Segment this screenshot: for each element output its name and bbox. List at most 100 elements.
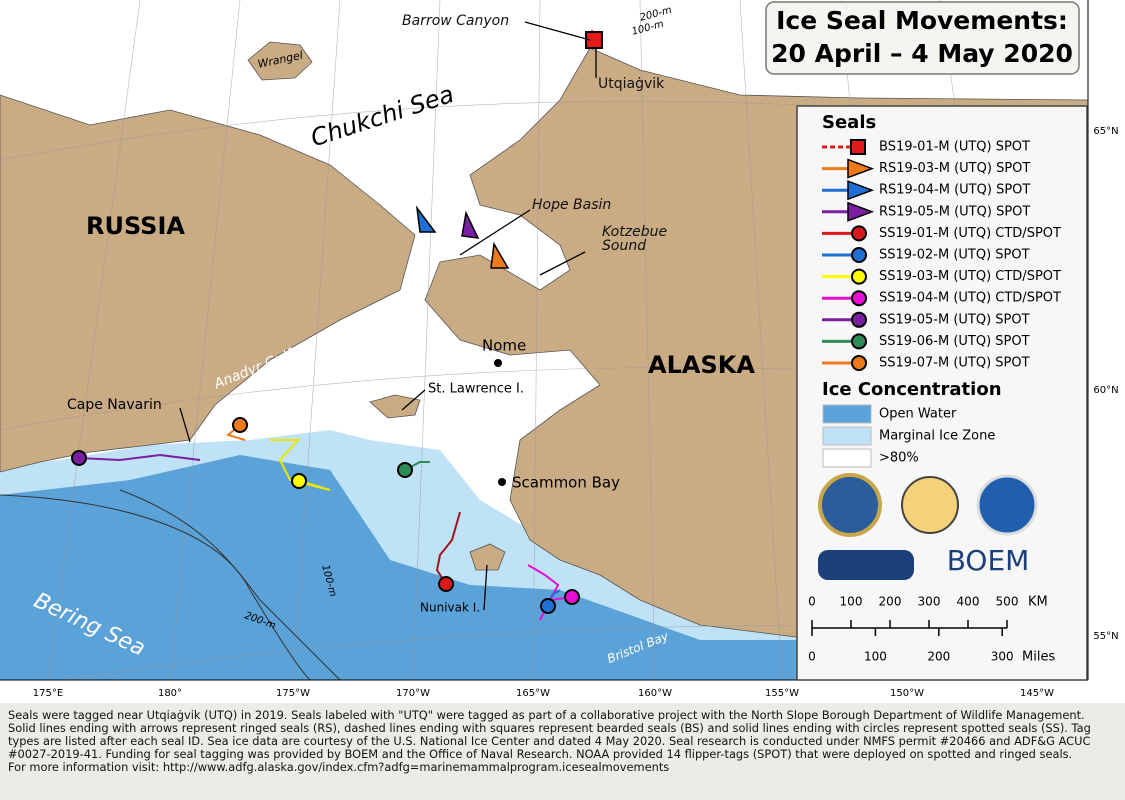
latitude-labels: 65°N 60°N 55°N — [1093, 126, 1118, 642]
title: Ice Seal Movements: — [776, 6, 1068, 35]
logo — [976, 474, 1038, 536]
track — [270, 439, 331, 491]
legend-symbol — [850, 139, 866, 155]
place-label: Hope Basin — [532, 197, 611, 213]
scale-label: 100 — [864, 650, 887, 664]
legend-symbol — [851, 290, 867, 307]
logo — [818, 550, 914, 580]
track — [78, 453, 201, 462]
legend-label: >80% — [879, 451, 919, 466]
spotted-seal — [397, 462, 413, 478]
scale-label: 100 — [840, 595, 863, 609]
country-label: ALASKA — [648, 351, 755, 379]
ringed-seal — [461, 210, 480, 239]
ice-legend: Open Water Marginal Ice Zone >80% — [822, 404, 995, 468]
legend-box — [796, 105, 1088, 681]
latitude-label: 65°N — [1093, 126, 1118, 137]
longitude-label: 150°W — [890, 688, 924, 699]
bearded-seal — [585, 31, 603, 49]
spotted-seal — [232, 417, 248, 433]
legend-label: SS19-07-M (UTQ) SPOT — [879, 356, 1030, 371]
place-label: Utqiaġvik — [598, 76, 665, 92]
place-label: Barrow Canyon — [402, 13, 509, 29]
latitude-label: 60°N — [1093, 385, 1118, 396]
contour-line — [119, 489, 341, 681]
legend-label: SS19-06-M (UTQ) SPOT — [879, 334, 1030, 349]
latitude-label: 55°N — [1093, 631, 1118, 642]
longitude-label: 170°W — [396, 688, 430, 699]
st-lawrence-island — [369, 394, 421, 419]
legend-symbol — [847, 201, 875, 222]
legend-symbol — [851, 311, 867, 328]
title-box — [765, 1, 1080, 75]
scale-unit: KM — [1028, 595, 1048, 610]
longitude-label: 165°W — [516, 688, 550, 699]
logo — [901, 476, 959, 534]
spotted-seal — [540, 598, 556, 614]
legend-label: SS19-03-M (UTQ) CTD/SPOT — [879, 269, 1061, 284]
town-dot — [494, 359, 502, 367]
legend-symbol — [851, 333, 867, 350]
spotted-seal — [564, 589, 580, 605]
place-label: Scammon Bay — [512, 474, 620, 492]
scale-label: 0 — [808, 650, 816, 664]
spotted-seal — [71, 450, 87, 466]
legend-label: SS19-04-M (UTQ) CTD/SPOT — [879, 291, 1061, 306]
logo — [818, 473, 882, 537]
longitude-label: 160°W — [638, 688, 672, 699]
lat-strip — [1088, 0, 1125, 703]
country-label: RUSSIA — [86, 212, 185, 240]
legend-symbol — [851, 247, 867, 263]
place-label: Nunivak I. — [420, 601, 480, 615]
scale-label: 500 — [996, 595, 1019, 609]
contour-line — [0, 494, 311, 681]
scale-unit: Miles — [1022, 650, 1055, 665]
longitude-labels: 175°E 180° 175°W 170°W 165°W 160°W 155°W 150°W 1… — [33, 688, 1054, 699]
place-label: Cape Navarin — [67, 397, 162, 413]
scale-label: 300 — [918, 595, 941, 609]
spotted-seals — [71, 417, 580, 614]
legend-label: SS19-05-M (UTQ) SPOT — [879, 312, 1030, 327]
legend-symbol — [851, 225, 867, 242]
legend-symbol — [847, 180, 875, 201]
legend-label: Marginal Ice Zone — [879, 429, 995, 444]
leaders — [179, 21, 597, 611]
legend-swatch — [822, 448, 872, 468]
scale-bar: 0 100 200 300 400 500 KM 0 100 200 300 Miles — [808, 595, 1055, 665]
legend-label: SS19-01-M (UTQ) CTD/SPOT — [879, 226, 1061, 241]
legend-heading: Seals — [822, 112, 876, 133]
legend-swatch — [822, 426, 872, 446]
track — [435, 511, 461, 585]
longitude-label: 155°W — [765, 688, 799, 699]
spotted-seal — [291, 473, 307, 489]
ringed-seal — [490, 241, 510, 269]
wrangel-island — [247, 41, 313, 81]
place-label: Sound — [602, 238, 646, 254]
footer-note: Seals were tagged near Utqiaġvik (UTQ) i… — [8, 708, 1091, 761]
nunivak-island — [469, 543, 506, 571]
legend-label: RS19-05-M (UTQ) SPOT — [879, 204, 1030, 219]
footer-link: For more information visit: http://www.a… — [8, 760, 670, 774]
logo-text: BOEM — [947, 544, 1030, 577]
spotted-seal — [438, 576, 454, 592]
legend-label: RS19-03-M (UTQ) SPOT — [879, 161, 1030, 176]
legend-label: Open Water — [879, 407, 957, 422]
legend-label: SS19-02-M (UTQ) SPOT — [879, 248, 1030, 263]
town-dot — [498, 478, 506, 486]
longitude-label: 145°W — [1020, 688, 1054, 699]
scale-label: 300 — [991, 650, 1014, 664]
place-label: Nome — [482, 337, 526, 355]
legend-label: RS19-04-M (UTQ) SPOT — [879, 183, 1030, 198]
scale-label: 200 — [927, 650, 950, 664]
scale-label: 400 — [957, 595, 980, 609]
legend-symbol — [847, 158, 875, 179]
longitude-label: 175°E — [33, 688, 63, 699]
legend-label: BS19-01-M (UTQ) SPOT — [879, 140, 1030, 155]
footer: Seals were tagged near Utqiaġvik (UTQ) i… — [8, 709, 1093, 774]
legend-swatch — [822, 404, 872, 424]
scale-label: 0 — [808, 595, 816, 609]
legend-heading: Ice Concentration — [822, 379, 1002, 400]
lon-strip — [0, 680, 1125, 703]
